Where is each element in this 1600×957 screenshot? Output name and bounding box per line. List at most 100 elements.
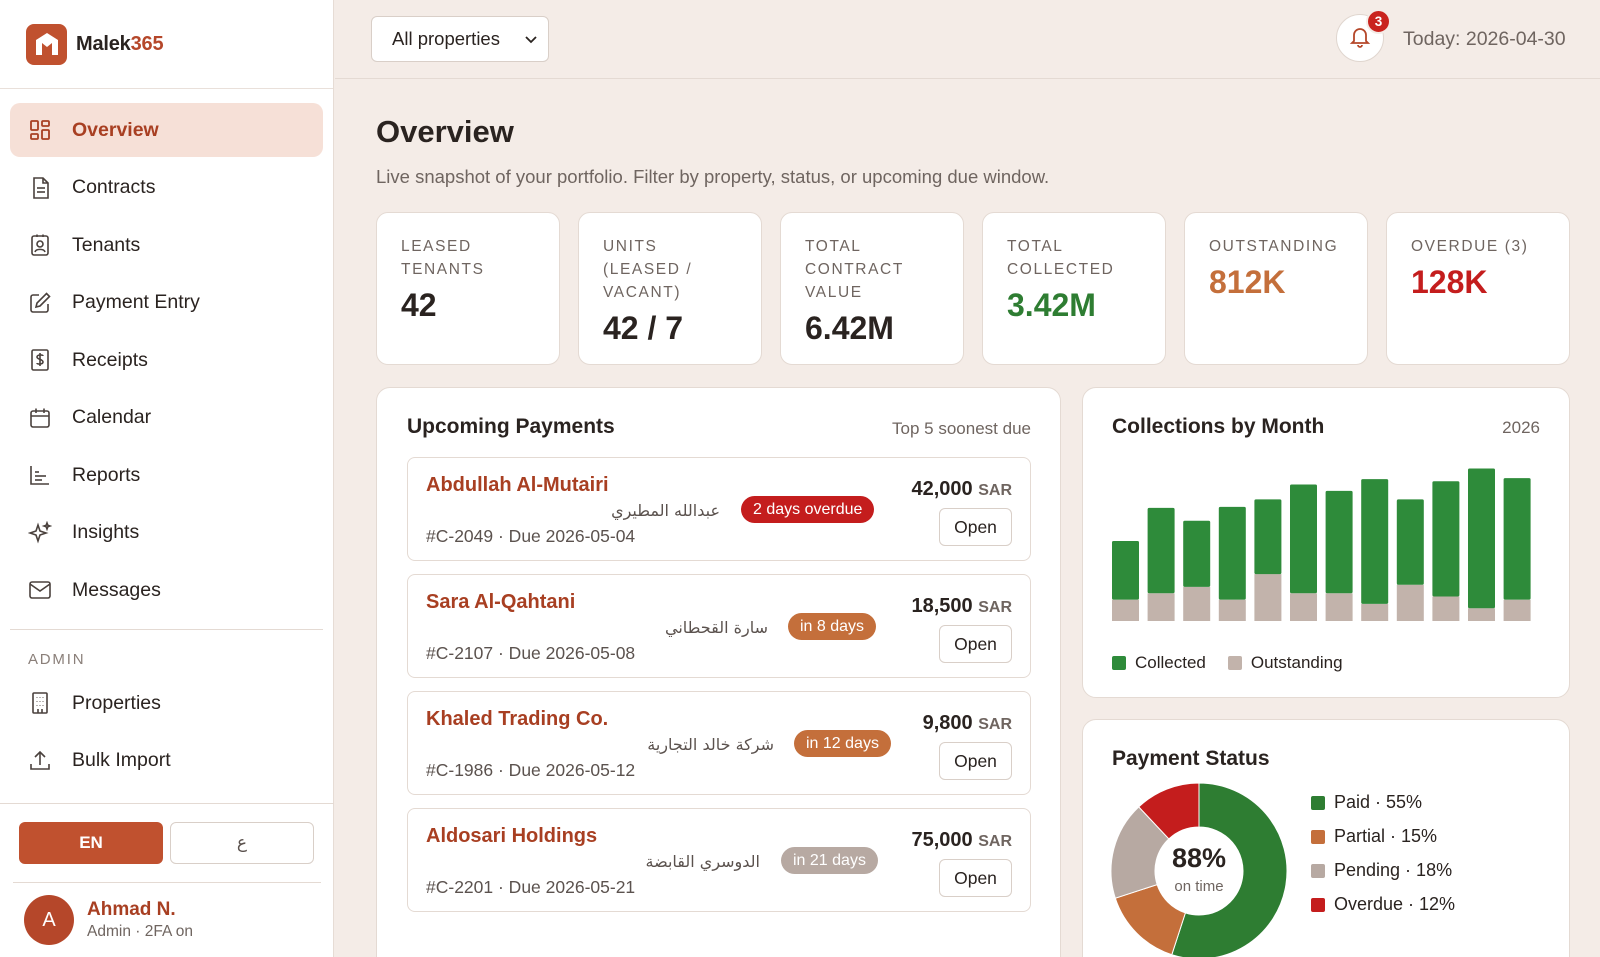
chevron-down-icon (522, 30, 540, 53)
legend-label: Paid · 55% (1334, 792, 1423, 812)
kpi-outstanding: Outstanding 812K (1184, 212, 1368, 365)
legend-swatch (1311, 863, 1325, 878)
chart-legend: Collected Outstanding (1112, 653, 1343, 673)
bar-outstanding-9 (1396, 584, 1424, 621)
sidebar-item-reports[interactable]: Reports (10, 448, 323, 502)
sidebar-item-label: Reports (72, 463, 141, 486)
page-title: Overview (376, 114, 514, 149)
bar-outstanding-6 (1290, 593, 1317, 621)
kpi-value: 128K (1411, 264, 1488, 300)
sidebar-item-contracts[interactable]: Contracts (10, 161, 323, 215)
bar-collected-12 (1503, 478, 1531, 600)
bar-collected-6 (1290, 484, 1317, 594)
kpi-label: Outstanding (1209, 238, 1339, 255)
sidebar-item-label: Bulk Import (72, 749, 171, 771)
property-filter-value: All properties (392, 28, 500, 49)
chart-year: 2026 (1502, 418, 1540, 437)
kpi-value: 6.42M (805, 310, 894, 346)
status-legend-partial: Partial · 15% (1311, 826, 1437, 847)
user-profile[interactable]: A Ahmad N. Admin · 2FA on (13, 882, 321, 945)
legend-swatch-collected (1112, 656, 1126, 670)
bar-collected-5 (1254, 499, 1282, 575)
collections-bar-chart (1112, 468, 1531, 621)
legend-label-outstanding: Outstanding (1250, 653, 1343, 672)
payment-item[interactable]: Aldosari Holdings الدوسري القابضة #C-220… (407, 808, 1031, 912)
tenant-name-arabic: شركة خالد التجارية (647, 735, 774, 754)
edit-icon (28, 291, 52, 315)
property-filter-select[interactable]: All properties (371, 16, 549, 62)
payment-status-card: Payment Status 88% on time Paid · 55% Pa… (1082, 719, 1570, 957)
logo-house-icon (26, 23, 67, 65)
due-status-badge: in 12 days (794, 730, 891, 757)
kpi-overdue: Overdue (3) 128K (1386, 212, 1570, 365)
payment-status-donut (1110, 782, 1288, 957)
avatar: A (24, 895, 74, 945)
kpi-label: Total contract value (805, 238, 904, 301)
bar-chart-icon (28, 463, 52, 487)
sidebar-item-properties[interactable]: Properties (10, 676, 323, 730)
payment-amount: 9,800 SAR (922, 712, 1012, 734)
contract-ref: #C-1986 · Due 2026-05-12 (426, 760, 636, 780)
nav-divider (10, 629, 323, 630)
bar-collected-7 (1325, 490, 1353, 594)
bar-collected-4 (1218, 506, 1246, 600)
due-status-badge: in 21 days (781, 847, 878, 874)
grid-icon (28, 118, 52, 142)
tenant-name-arabic: سارة القحطاني (664, 618, 768, 637)
bar-outstanding-1 (1112, 599, 1139, 621)
bar-outstanding-3 (1183, 586, 1211, 621)
bar-collected-8 (1361, 479, 1389, 604)
sparkle-icon (28, 520, 52, 545)
sidebar-item-tenants[interactable]: Tenants (10, 218, 323, 272)
admin-section-label: ADMIN (28, 650, 86, 668)
status-legend-paid: Paid · 55% (1311, 792, 1422, 813)
kpi-units: Units (leased / vacant) 42 / 7 (578, 212, 762, 365)
open-button[interactable]: Open (939, 508, 1012, 546)
brand[interactable]: Malek365 (0, 0, 333, 89)
open-button[interactable]: Open (939, 625, 1012, 663)
sidebar-item-calendar[interactable]: Calendar (10, 391, 323, 445)
payment-item[interactable]: Sara Al-Qahtani سارة القحطاني #C-2107 · … (407, 574, 1031, 678)
user-name: Ahmad N. (87, 899, 176, 920)
legend-label: Pending · 18% (1334, 860, 1453, 880)
bar-collected-10 (1432, 481, 1460, 597)
document-icon (28, 176, 52, 200)
kpi-value: 42 / 7 (603, 310, 684, 346)
payment-item[interactable]: Khaled Trading Co. شركة خالد التجارية #C… (407, 691, 1031, 795)
page-subtitle: Live snapshot of your portfolio. Filter … (376, 166, 1050, 187)
tenant-name[interactable]: Sara Al-Qahtani (426, 591, 576, 613)
open-button[interactable]: Open (939, 742, 1012, 780)
status-legend-pending: Pending · 18% (1311, 860, 1452, 881)
bar-outstanding-4 (1218, 599, 1246, 621)
kpi-value: 42 (401, 287, 437, 323)
brand-name: Malek365 (76, 32, 164, 55)
bar-outstanding-11 (1468, 608, 1495, 621)
tenant-name-arabic: الدوسري القابضة (645, 852, 760, 871)
sidebar-item-overview[interactable]: Overview (10, 103, 323, 157)
card-meta: Top 5 soonest due (892, 419, 1031, 438)
bar-collected-2 (1147, 507, 1175, 594)
tenant-name[interactable]: Khaled Trading Co. (426, 708, 609, 730)
language-switch: EN ع (0, 803, 334, 864)
sidebar-item-label: Calendar (72, 406, 152, 428)
bar-collected-9 (1396, 499, 1424, 585)
sidebar-item-insights[interactable]: Insights (10, 506, 323, 560)
kpi-label: Total collected (1007, 238, 1115, 278)
donut-center-label: on time (1174, 878, 1224, 895)
open-button[interactable]: Open (939, 859, 1012, 897)
user-meta: Admin · 2FA on (87, 923, 193, 940)
payment-item[interactable]: Abdullah Al-Mutairi عبدالله المطيري #C-2… (407, 457, 1031, 561)
tenant-name[interactable]: Abdullah Al-Mutairi (426, 474, 609, 496)
sidebar-item-messages[interactable]: Messages (10, 563, 323, 617)
notification-count-badge: 3 (1366, 9, 1391, 34)
payment-amount: 42,000 SAR (911, 478, 1012, 500)
sidebar-item-bulk-import[interactable]: Bulk Import (10, 734, 323, 788)
sidebar-item-payment-entry[interactable]: Payment Entry (10, 276, 323, 330)
tenant-name[interactable]: Aldosari Holdings (426, 825, 598, 847)
lang-en-button[interactable]: EN (19, 822, 163, 864)
donut-slice-overdue (1138, 782, 1200, 840)
lang-ar-button[interactable]: ع (170, 822, 314, 864)
kpi-label: Overdue (3) (1411, 238, 1529, 255)
sidebar-item-receipts[interactable]: Receipts (10, 333, 323, 387)
payment-amount: 18,500 SAR (911, 595, 1012, 617)
